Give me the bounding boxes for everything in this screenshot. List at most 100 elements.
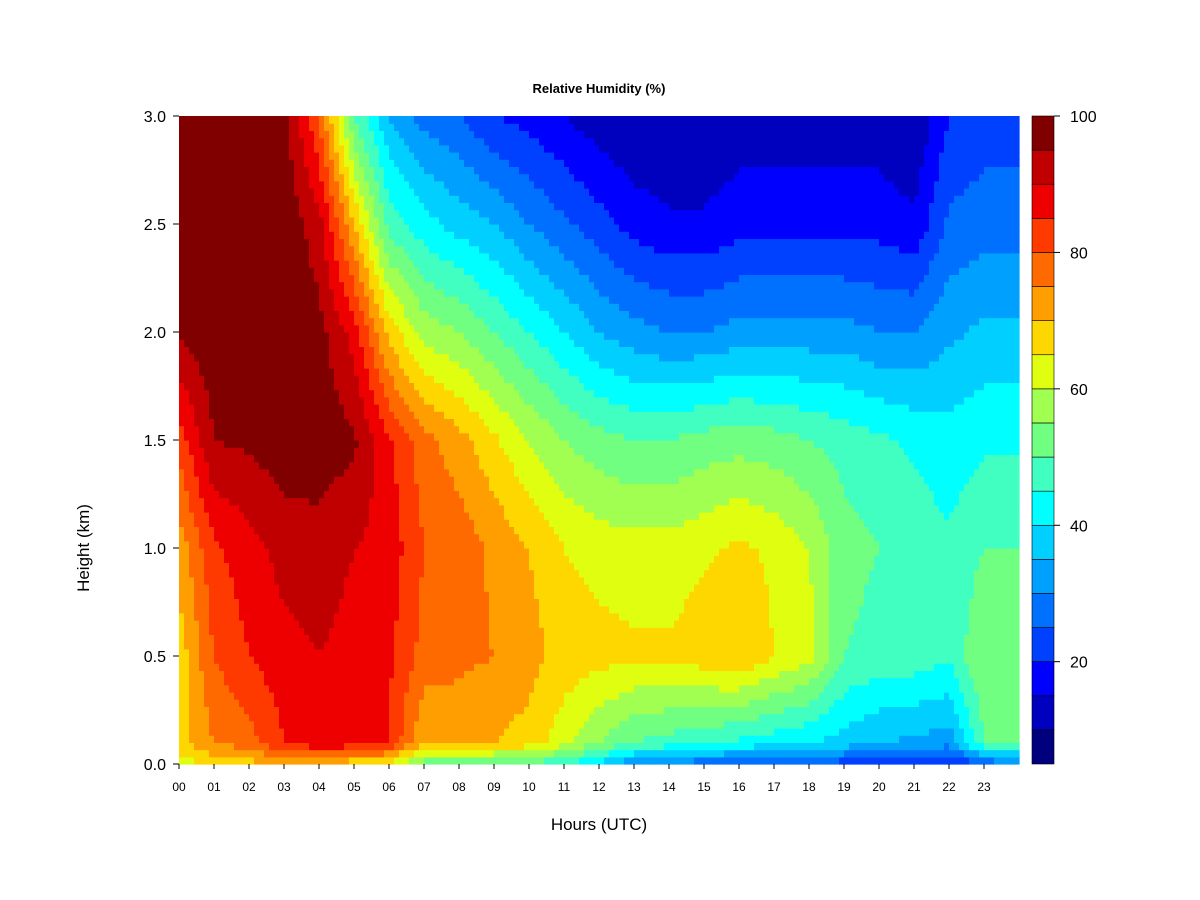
heatmap-cell [349, 612, 355, 621]
heatmap-cell [399, 483, 405, 491]
heatmap-cell [409, 699, 415, 707]
heatmap-cell [454, 591, 460, 599]
heatmap-cell [359, 411, 365, 419]
heatmap-cell [329, 670, 335, 679]
heatmap-cell [449, 735, 455, 743]
heatmap-cell [324, 720, 330, 729]
heatmap-cell [199, 260, 205, 268]
heatmap-cell [339, 548, 345, 556]
heatmap-cell [249, 116, 255, 124]
heatmap-cell [309, 749, 315, 758]
heatmap-cell [334, 756, 340, 765]
heatmap-cell [309, 288, 315, 297]
heatmap-cell [244, 548, 250, 556]
heatmap-cell [304, 742, 310, 751]
heatmap-cell [409, 576, 415, 585]
heatmap-cell [429, 180, 435, 189]
heatmap-cell [299, 245, 305, 254]
heatmap-cell [299, 389, 305, 398]
heatmap-cell [259, 332, 265, 340]
heatmap-cell [209, 195, 215, 203]
heatmap-cell [444, 483, 450, 491]
heatmap-cell [334, 382, 340, 391]
heatmap-cell [189, 555, 195, 563]
heatmap-cell [439, 533, 445, 542]
heatmap-cell [299, 728, 305, 736]
heatmap-cell [299, 519, 305, 527]
heatmap-cell [429, 756, 435, 765]
heatmap-cell [214, 324, 220, 333]
heatmap-cell [209, 699, 215, 707]
heatmap-cell [404, 123, 410, 131]
heatmap-cell [309, 245, 315, 254]
heatmap-cell [339, 612, 345, 621]
heatmap-cell [409, 749, 415, 758]
heatmap-cell [299, 620, 305, 628]
heatmap-cell [209, 274, 215, 283]
heatmap-cell [419, 468, 425, 477]
heatmap-cell [209, 483, 215, 491]
heatmap-cell [239, 404, 245, 412]
heatmap-cell [354, 634, 360, 643]
heatmap-cell [229, 144, 235, 153]
heatmap-cell [354, 735, 360, 743]
heatmap-cell [419, 447, 425, 455]
heatmap-cell [324, 699, 330, 707]
heatmap-cell [404, 447, 410, 455]
heatmap-cell [269, 490, 275, 499]
heatmap-cell [229, 677, 235, 686]
heatmap-cell [244, 375, 250, 383]
heatmap-cell [284, 288, 290, 297]
heatmap-cell [214, 742, 220, 751]
heatmap-cell [234, 245, 240, 254]
heatmap-cell [194, 584, 200, 592]
heatmap-cell [434, 713, 440, 722]
heatmap-cell [269, 440, 275, 448]
heatmap-cell [349, 382, 355, 391]
heatmap-cell [249, 519, 255, 527]
heatmap-cell [189, 137, 195, 146]
heatmap-cell [379, 195, 385, 203]
heatmap-cell [329, 490, 335, 499]
heatmap-cell [234, 360, 240, 369]
heatmap-cell [224, 353, 230, 362]
heatmap-cell [429, 519, 435, 527]
heatmap-cell [344, 656, 350, 664]
heatmap-cell [264, 641, 270, 650]
heatmap-cell [189, 634, 195, 643]
heatmap-cell [379, 238, 385, 247]
heatmap-cell [269, 116, 275, 124]
heatmap-cell [364, 749, 370, 758]
heatmap-cell [394, 317, 400, 326]
heatmap-cell [349, 368, 355, 376]
heatmap-cell [389, 656, 395, 664]
heatmap-cell [369, 692, 375, 700]
heatmap-cell [454, 612, 460, 621]
heatmap-cell [294, 137, 300, 146]
heatmap-cell [424, 303, 430, 311]
heatmap-cell [374, 317, 380, 326]
heatmap-cell [419, 353, 425, 362]
heatmap-cell [404, 540, 410, 549]
heatmap-cell [349, 188, 355, 196]
heatmap-cell [339, 317, 345, 326]
heatmap-cell [439, 584, 445, 592]
heatmap-cell [429, 404, 435, 412]
heatmap-cell [299, 742, 305, 751]
heatmap-cell [439, 274, 445, 283]
heatmap-cell [234, 209, 240, 218]
heatmap-cell [374, 612, 380, 621]
heatmap-cell [344, 425, 350, 434]
heatmap-cell [404, 418, 410, 427]
heatmap-cell [379, 324, 385, 333]
heatmap-cell [399, 576, 405, 585]
heatmap-cell [214, 123, 220, 131]
heatmap-cell [419, 123, 425, 131]
heatmap-cell [349, 396, 355, 405]
heatmap-cell [399, 742, 405, 751]
heatmap-cell [279, 245, 285, 254]
heatmap-cell [269, 267, 275, 275]
heatmap-cell [294, 605, 300, 614]
heatmap-cell [434, 180, 440, 189]
heatmap-cell [294, 713, 300, 722]
